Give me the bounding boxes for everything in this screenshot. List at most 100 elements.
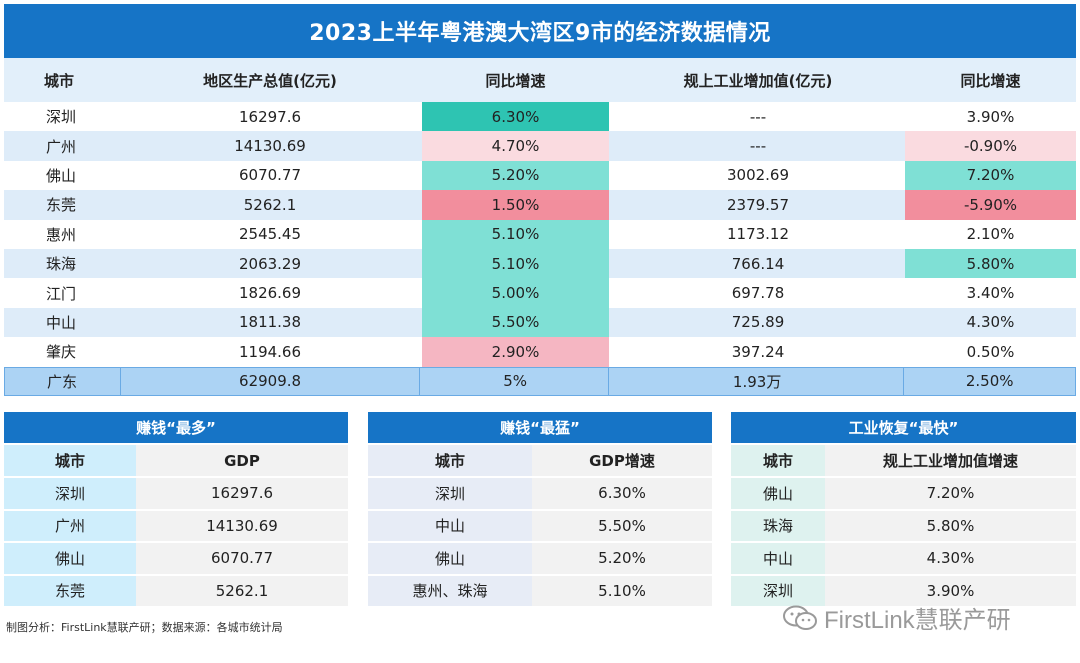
gdp-growth-cell: 5.50% [422,307,609,338]
sub-table-row: 佛山 5.20% [368,543,712,574]
sub-table-row: 深圳 3.90% [731,575,1076,606]
sub-city-cell: 深圳 [368,478,532,509]
sub-table-row: 佛山 6070.77 [4,543,348,574]
sub-value-cell: 5.80% [825,510,1076,541]
table-title: 2023上半年粤港澳大湾区9市的经济数据情况 [4,4,1076,58]
city-cell: 肇庆 [46,343,77,362]
city-cell: 东莞 [46,196,77,215]
header-industrial-value: 规上工业增加值(亿元) [683,71,833,90]
table-row: 惠州 2545.45 5.10% 1173.12 2.10% [4,219,1076,249]
city-cell: 惠州 [46,225,77,244]
top-growth-header-value: GDP增速 [532,445,712,476]
watermark-text: FirstLink慧联产研 [824,607,1011,634]
sub-city-cell: 佛山 [731,478,825,509]
table-body: 深圳 16297.6 6.30% --- 3.90% 广州 14130.69 4.70% ---… [4,102,1076,367]
sub-value-cell: 3.90% [825,575,1076,606]
sub-value-cell: 5.50% [532,510,712,541]
sub-value-cell: 14130.69 [136,510,348,541]
sub-value-cell: 6070.77 [136,543,348,574]
industrial-growth-cell: 5.80% [905,248,1076,279]
watermark: FirstLink慧联产研 [782,600,1011,635]
header-gdp: 地区生产总值(亿元) [203,71,337,90]
sub-city-cell: 深圳 [4,478,136,509]
sub-table-row: 惠州、珠海 5.10% [368,575,712,606]
industrial-growth-cell: 7.20% [905,160,1076,191]
sub-city-cell: 中山 [731,543,825,574]
gdp-cell: 2545.45 [238,225,302,244]
gdp-growth-cell: 2.90% [422,337,609,367]
gdp-cell: 1194.66 [238,342,302,361]
sub-table-row: 深圳 16297.6 [4,478,348,509]
gdp-cell: 14130.69 [234,137,306,156]
table-row: 东莞 5262.1 1.50% 2379.57 -5.90% [4,190,1076,220]
top-gdp-header-value: GDP [136,445,348,476]
gdp-cell: 2063.29 [238,254,302,273]
sub-table-row: 中山 5.50% [368,510,712,541]
gdp-cell: 1826.69 [238,284,302,303]
gdp-cell: 5262.1 [243,195,297,214]
table-header-row: 城市 地区生产总值(亿元) 同比增速 规上工业增加值(亿元) 同比增速 [4,58,1076,102]
industrial-growth-cell: 4.30% [966,313,1015,332]
top-industrial-header-value: 规上工业增加值增速 [825,445,1076,476]
table-row: 珠海 2063.29 5.10% 766.14 5.80% [4,248,1076,279]
sub-value-cell: 4.30% [825,543,1076,574]
sub-value-cell: 6.30% [532,478,712,509]
gdp-cell: 6070.77 [238,166,302,185]
sub-table-row: 佛山 7.20% [731,478,1076,509]
city-cell: 广州 [46,137,77,156]
sub-city-cell: 广州 [4,510,136,541]
industrial-value-cell: --- [749,137,767,156]
total-row: 广东 62909.8 5% 1.93万 2.50% [4,366,1076,396]
gdp-growth-cell: 6.30% [422,102,609,132]
sub-table-row: 中山 4.30% [731,543,1076,574]
total-industrial-value: 1.93万 [611,367,905,395]
sub-value-cell: 5262.1 [136,575,348,606]
industrial-value-cell: 766.14 [731,254,785,273]
city-cell: 珠海 [46,255,77,274]
gdp-growth-cell: 1.50% [422,190,609,220]
sub-city-cell: 珠海 [731,510,825,541]
wechat-icon [783,605,817,630]
sub-city-cell: 佛山 [368,543,532,574]
top-industrial-header: 城市 规上工业增加值增速 [731,445,1076,476]
total-city: 广东 [5,367,121,395]
gdp-growth-cell: 4.70% [422,131,609,161]
total-industrial-growth: 2.50% [965,372,1014,391]
industrial-growth-cell: 0.50% [966,342,1015,361]
industrial-value-cell: 697.78 [731,284,785,303]
industrial-value-cell: 1173.12 [726,225,790,244]
industrial-value-cell: --- [749,107,767,126]
industrial-growth-cell: -0.90% [905,131,1076,161]
sub-value-cell: 16297.6 [136,478,348,509]
city-cell: 佛山 [46,166,77,185]
main-data-table: 2023上半年粤港澳大湾区9市的经济数据情况 城市 地区生产总值(亿元) 同比增… [4,4,1076,396]
top-growth-body: 深圳 6.30% 中山 5.50% 佛山 5.20% 惠州、珠海 5.10% [368,476,712,606]
gdp-growth-cell: 5.00% [422,278,609,308]
gdp-growth-cell: 5.20% [422,160,609,191]
city-cell: 中山 [46,313,77,332]
sub-table-row: 深圳 6.30% [368,478,712,509]
top-gdp-header: 城市 GDP [4,445,348,476]
total-gdp: 62909.8 [121,367,421,395]
sub-table-row: 广州 14130.69 [4,510,348,541]
header-industrial-growth: 同比增速 [960,71,1021,90]
city-cell: 江门 [46,284,77,303]
gdp-growth-cell: 5.10% [422,248,609,279]
top-growth-title: 赚钱“最猛” [368,412,712,443]
gdp-growth-cell: 5.10% [422,219,609,249]
top-growth-header: 城市 GDP增速 [368,445,712,476]
gdp-cell: 16297.6 [238,107,302,126]
sub-value-cell: 5.10% [532,575,712,606]
top-gdp-body: 深圳 16297.6 广州 14130.69 佛山 6070.77 东莞 5262.1 [4,476,348,606]
source-footnote: 制图分析：FirstLink慧联产研；数据来源：各城市统计局 [6,621,283,634]
table-row: 江门 1826.69 5.00% 697.78 3.40% [4,278,1076,308]
top-industrial-header-city: 城市 [731,445,825,476]
industrial-growth-cell: 3.40% [966,284,1015,303]
top-gdp-title: 赚钱“最多” [4,412,348,443]
sub-value-cell: 7.20% [825,478,1076,509]
gdp-cell: 1811.38 [238,313,302,332]
header-city: 城市 [44,71,75,90]
table-row: 中山 1811.38 5.50% 725.89 4.30% [4,307,1076,338]
sub-city-cell: 深圳 [731,575,825,606]
top-industrial-body: 佛山 7.20% 珠海 5.80% 中山 4.30% 深圳 3.90% [731,476,1076,606]
